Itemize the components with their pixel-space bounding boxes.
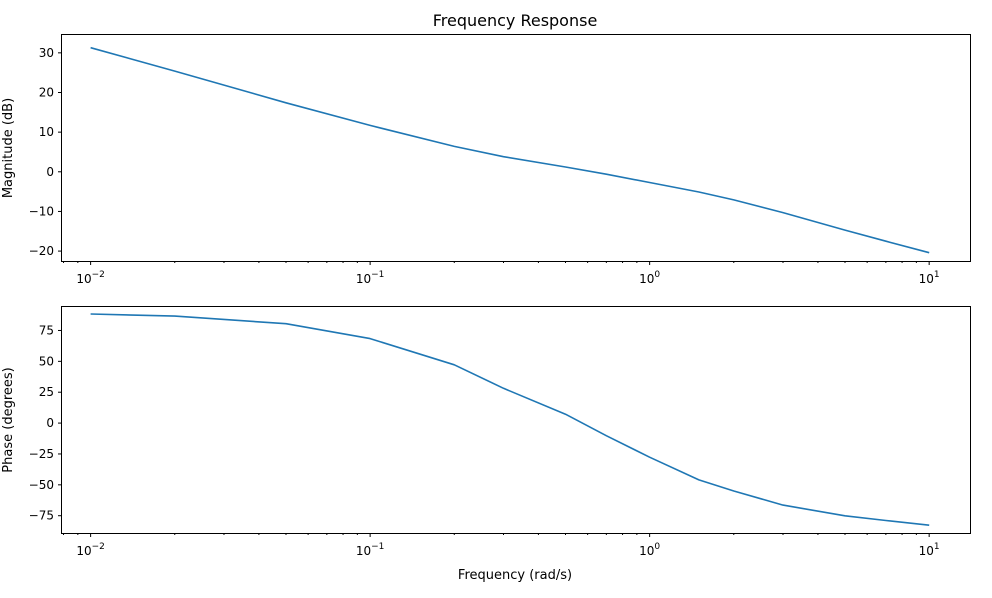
phase-y-tick-label: 50 <box>39 354 54 368</box>
phase-panel: 75 50 25 0 −25 −50 −75 10−2 10−1 100 101 Phase (de… <box>1 306 971 583</box>
magnitude-x-tick-label: 10−1 <box>356 270 385 286</box>
magnitude-y-tick-label: 10 <box>39 125 54 139</box>
chart-title: Frequency Response <box>433 11 598 30</box>
phase-y-tick-label: 25 <box>39 385 54 399</box>
phase-y-tick-label: −75 <box>29 509 54 523</box>
phase-y-tick-label: −25 <box>29 447 54 461</box>
magnitude-y-tick-label: 20 <box>39 85 54 99</box>
phase-y-tick-label: 75 <box>39 323 54 337</box>
magnitude-series-line <box>90 46 930 254</box>
magnitude-x-tick-label: 10−2 <box>76 270 105 286</box>
magnitude-y-tick-label: −20 <box>29 244 54 258</box>
phase-x-tick-label: 101 <box>919 542 940 558</box>
phase-y-tick-label: −50 <box>29 478 54 492</box>
magnitude-y-tick-label: −10 <box>29 204 54 218</box>
phase-x-tick-label: 10−2 <box>76 542 105 558</box>
magnitude-y-tick-label: 0 <box>46 165 54 179</box>
phase-axes-frame <box>61 306 971 534</box>
phase-series-line <box>90 313 930 526</box>
phase-x-axis-label: Frequency (rad/s) <box>458 568 572 583</box>
magnitude-x-tick-label: 101 <box>919 270 940 286</box>
magnitude-y-axis-label: Magnitude (dB) <box>1 98 16 198</box>
phase-y-axis-label: Phase (degrees) <box>1 367 16 472</box>
phase-x-tick-label: 10−1 <box>356 542 385 558</box>
magnitude-y-tick-label: 30 <box>39 46 54 60</box>
phase-y-tick-label: 0 <box>46 416 54 430</box>
phase-x-tick-label: 100 <box>639 542 660 558</box>
magnitude-x-tick-label: 100 <box>639 270 660 286</box>
magnitude-axes-frame <box>61 34 971 262</box>
